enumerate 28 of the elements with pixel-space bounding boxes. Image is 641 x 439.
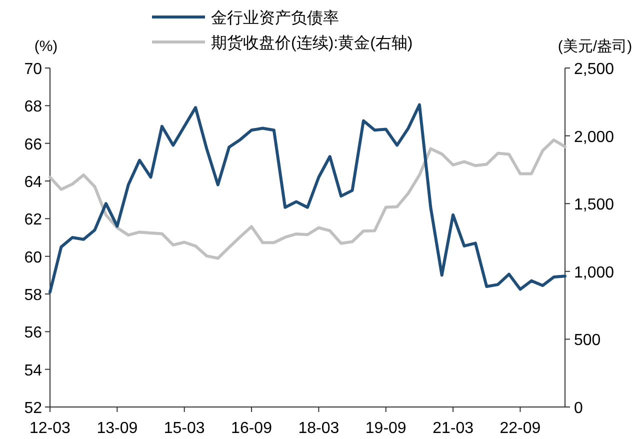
y2-tick-label: 2,000 (574, 128, 614, 146)
x-tick-label: 12-03 (30, 420, 71, 437)
x-tick-label: 16-09 (231, 420, 272, 437)
y-tick-label: 66 (24, 136, 42, 154)
y-tick-label: 56 (24, 324, 42, 342)
y-tick-label: 70 (24, 61, 42, 78)
y2-axis-title: (美元/盎司) (558, 38, 632, 55)
x-tick-label: 22-09 (500, 420, 541, 437)
x-tick-label: 18-03 (298, 420, 340, 437)
y-tick-label: 52 (24, 400, 42, 417)
y2-tick-label: 500 (574, 332, 601, 350)
y-tick-label: 68 (24, 98, 42, 116)
y-tick-label: 54 (24, 362, 42, 380)
y-axis-title: (%) (34, 38, 58, 55)
x-tick-label: 13-09 (96, 420, 138, 437)
x-tick-label: 21-03 (432, 420, 474, 437)
legend-label: 期货收盘价(连续):黄金(右轴) (211, 34, 413, 52)
y2-tick-label: 1,500 (574, 196, 614, 214)
y2-tick-label: 2,500 (574, 61, 614, 78)
x-tick-label: 15-03 (164, 420, 205, 437)
legend-label: 金行业资产负债率 (211, 9, 339, 27)
y-tick-label: 64 (24, 174, 42, 191)
y-tick-label: 60 (24, 249, 42, 266)
y-tick-label: 58 (24, 287, 42, 304)
y2-tick-label: 1,000 (574, 264, 614, 282)
y2-tick-label: 0 (574, 400, 583, 417)
y-tick-label: 62 (24, 212, 42, 229)
x-tick-label: 19-09 (365, 420, 406, 437)
